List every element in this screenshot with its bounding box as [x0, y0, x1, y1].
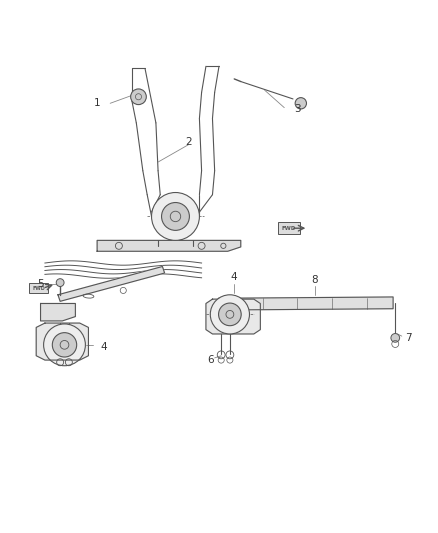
Polygon shape: [36, 323, 88, 360]
Polygon shape: [41, 303, 75, 321]
FancyBboxPatch shape: [278, 222, 300, 235]
Circle shape: [295, 98, 307, 109]
Polygon shape: [206, 299, 260, 334]
Polygon shape: [219, 297, 393, 310]
Text: 6: 6: [207, 355, 214, 365]
Text: 1: 1: [94, 98, 100, 108]
Circle shape: [210, 295, 250, 334]
Circle shape: [131, 89, 146, 104]
Text: 7: 7: [405, 333, 412, 343]
Text: 2: 2: [185, 138, 192, 148]
Text: FWD: FWD: [282, 225, 296, 231]
Circle shape: [219, 303, 241, 326]
Circle shape: [391, 334, 399, 342]
Text: 8: 8: [311, 274, 318, 285]
FancyBboxPatch shape: [29, 284, 48, 293]
Text: 4: 4: [100, 342, 107, 352]
Polygon shape: [58, 266, 165, 301]
Circle shape: [56, 279, 64, 287]
Polygon shape: [97, 240, 241, 251]
Circle shape: [152, 192, 199, 240]
Circle shape: [162, 203, 189, 230]
Text: 4: 4: [231, 272, 237, 282]
Circle shape: [44, 324, 85, 366]
Circle shape: [52, 333, 77, 357]
Text: 5: 5: [37, 279, 44, 289]
Text: FWD: FWD: [32, 286, 45, 291]
Text: 3: 3: [294, 104, 300, 114]
